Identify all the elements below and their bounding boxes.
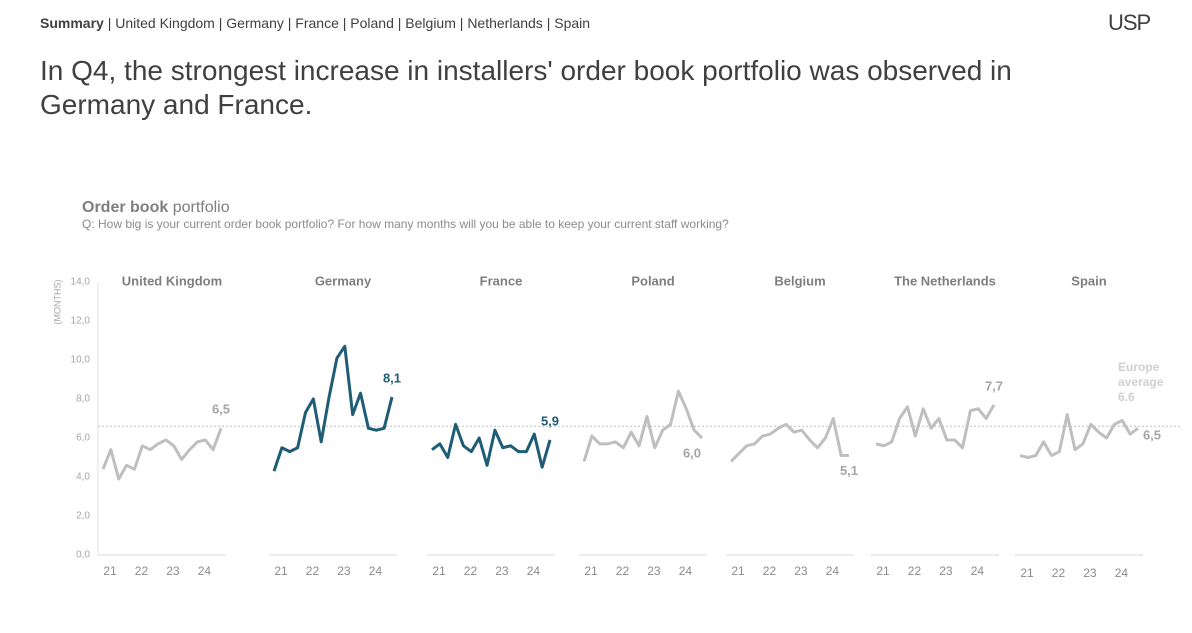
nav-separator: | — [107, 15, 112, 31]
x-tick-label: 23 — [794, 564, 808, 578]
y-tick-label: 14,0 — [71, 277, 91, 288]
x-tick-label: 23 — [337, 564, 351, 578]
x-tick-label: 22 — [616, 564, 630, 578]
y-tick-label: 0,0 — [76, 550, 90, 561]
nav-item[interactable]: Poland — [350, 15, 394, 31]
value-label: 5,9 — [541, 413, 559, 428]
y-tick-label: 6,0 — [76, 433, 90, 444]
x-tick-label: 22 — [464, 564, 478, 578]
nav-separator: | — [459, 15, 464, 31]
headline: In Q4, the strongest increase in install… — [40, 55, 1012, 120]
series-line — [431, 422, 552, 469]
y-tick-label: 12,0 — [71, 316, 91, 327]
x-tick-label: 22 — [908, 564, 922, 578]
panel-title: Poland — [631, 273, 674, 288]
x-tick-label: 23 — [166, 564, 180, 578]
x-tick-label: 24 — [527, 564, 541, 578]
panel-title: Belgium — [774, 273, 825, 288]
x-tick-label: 21 — [103, 564, 117, 578]
value-label: 7,7 — [985, 378, 1003, 393]
reference-name: Europe average — [1118, 360, 1164, 389]
x-tick-label: 21 — [584, 564, 598, 578]
y-tick-label: 2,0 — [76, 511, 90, 522]
value-label: 6,5 — [212, 402, 230, 417]
x-tick-label: 22 — [1052, 566, 1066, 580]
nav-separator: | — [218, 15, 223, 31]
x-tick-label: 24 — [826, 564, 840, 578]
panel-title: Germany — [315, 273, 372, 288]
nav-item[interactable]: Germany — [226, 15, 284, 31]
x-tick-label: 22 — [763, 564, 777, 578]
x-tick-label: 21 — [274, 564, 288, 578]
nav-item[interactable]: Belgium — [405, 15, 456, 31]
x-tick-label: 24 — [971, 564, 985, 578]
nav-item[interactable]: United Kingdom — [115, 15, 215, 31]
chart-title-bold: Order book — [82, 199, 168, 216]
x-tick-label: 22 — [306, 564, 320, 578]
series-line — [729, 417, 849, 463]
nav-separator: | — [342, 15, 347, 31]
nav-item[interactable]: Summary — [40, 15, 104, 31]
x-tick-label: 24 — [1115, 566, 1129, 580]
panel-title: The Netherlands — [894, 273, 996, 288]
nav-item[interactable]: Spain — [554, 15, 591, 31]
reference-label: Europe average 6.6 — [1118, 360, 1188, 405]
x-tick-label: 21 — [432, 564, 446, 578]
y-tick-label: 4,0 — [76, 472, 90, 483]
nav-item[interactable]: France — [295, 15, 339, 31]
chart-title-rest: portfolio — [173, 199, 230, 216]
value-label: 6,0 — [683, 445, 701, 460]
reference-value: 6.6 — [1118, 390, 1135, 404]
logo: USP — [1108, 10, 1151, 35]
value-label: 5,1 — [840, 463, 858, 478]
x-tick-label: 21 — [876, 564, 890, 578]
nav-item[interactable]: Netherlands — [467, 15, 543, 31]
series-line — [582, 389, 704, 462]
x-tick-label: 21 — [1020, 566, 1034, 580]
nav-separator: | — [397, 15, 402, 31]
x-tick-label: 23 — [939, 564, 953, 578]
value-label: 6,5 — [1143, 428, 1161, 443]
x-tick-label: 23 — [1083, 566, 1097, 580]
series-line — [272, 344, 394, 472]
panel-title: France — [480, 273, 523, 288]
nav: Summary | United Kingdom | Germany | Fra… — [40, 15, 590, 31]
x-tick-label: 22 — [135, 564, 149, 578]
chart-title: Order book portfolio — [82, 199, 230, 216]
chart-subtitle: Q: How big is your current order book po… — [82, 217, 729, 231]
x-tick-label: 24 — [198, 564, 212, 578]
x-tick-label: 24 — [679, 564, 693, 578]
series-line — [1019, 413, 1139, 459]
x-tick-label: 23 — [495, 564, 509, 578]
y-axis-label: (MONTHS) — [52, 280, 62, 325]
x-tick-label: 23 — [647, 564, 661, 578]
y-tick-label: 8,0 — [76, 394, 90, 405]
value-label: 8,1 — [383, 370, 401, 385]
y-tick-label: 10,0 — [71, 355, 91, 366]
panel-title: United Kingdom — [122, 273, 222, 288]
panel-title: Spain — [1071, 273, 1106, 288]
series-line — [875, 404, 996, 450]
nav-separator: | — [287, 15, 292, 31]
x-tick-label: 21 — [731, 564, 745, 578]
series-line — [101, 427, 223, 481]
x-tick-label: 24 — [369, 564, 383, 578]
nav-separator: | — [546, 15, 551, 31]
